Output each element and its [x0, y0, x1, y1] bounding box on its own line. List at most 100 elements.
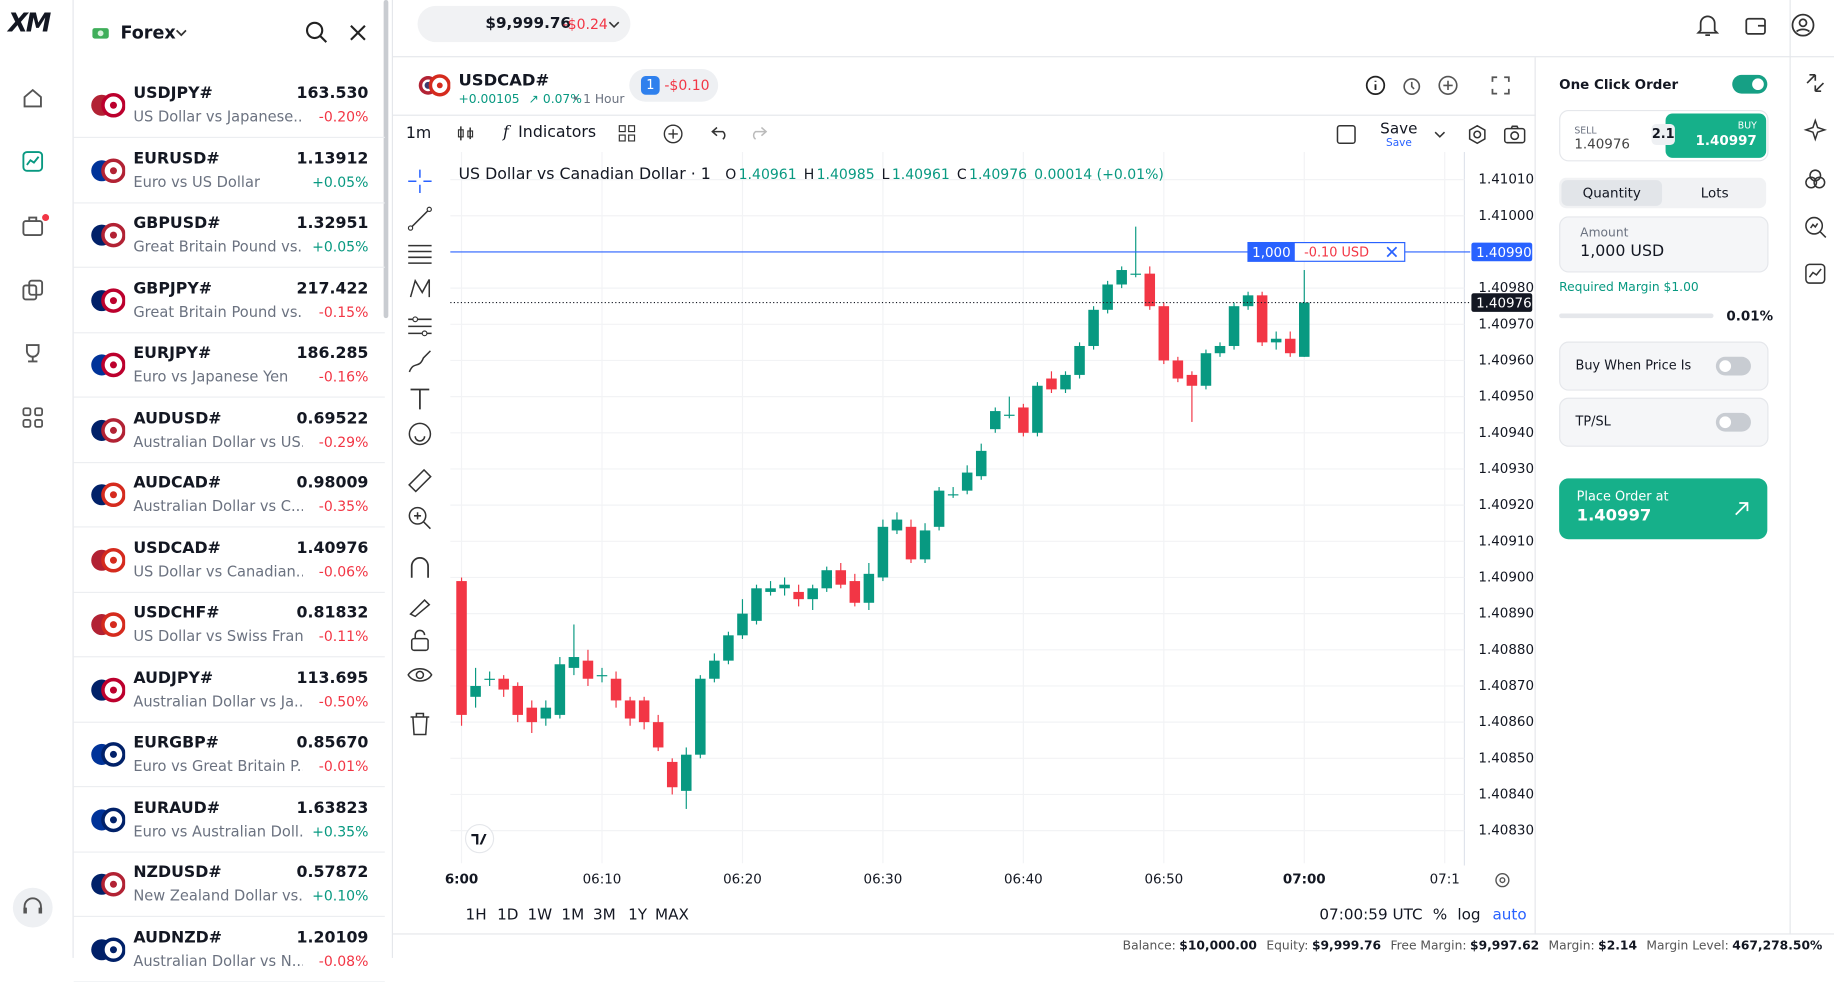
- price-chart[interactable]: 1.41010 1.41000 1.40980 1.40970 1.40960 1.409…: [394, 152, 1536, 936]
- compare-icon[interactable]: [663, 124, 683, 144]
- instrument-price: 1.32951: [296, 214, 369, 233]
- log-toggle[interactable]: log: [1457, 906, 1481, 925]
- instrument-row[interactable]: AUDJPY# Australian Dollar vs Ja... 113.695…: [73, 657, 385, 723]
- positions-pill[interactable]: 1 -$0.10: [629, 69, 719, 102]
- notifications-icon[interactable]: [1696, 13, 1720, 39]
- dropdown-icon[interactable]: [174, 26, 188, 40]
- range-button[interactable]: 1M: [561, 906, 585, 925]
- place-order-button[interactable]: Place Order at 1.40997: [1559, 478, 1768, 540]
- crosshair-tool[interactable]: [407, 168, 433, 194]
- profile-icon[interactable]: [1791, 13, 1816, 38]
- brush-tool[interactable]: [407, 349, 433, 375]
- range-button[interactable]: 1W: [527, 906, 553, 925]
- info-icon[interactable]: [1365, 75, 1386, 96]
- instrument-row[interactable]: GBPJPY# Great Britain Pound vs... 217.422 -…: [73, 267, 385, 333]
- instrument-row[interactable]: AUDUSD# Australian Dollar vs US... 0.69522…: [73, 397, 385, 463]
- apps-icon[interactable]: [21, 406, 44, 429]
- support-icon[interactable]: [12, 887, 54, 929]
- order-price-tag: [1471, 242, 1533, 262]
- app: XM Forex $9,999.76 -$0.24 USDCAD# +0.001…: [8, 0, 1834, 982]
- ai-icon[interactable]: [1803, 118, 1827, 142]
- delete-tool[interactable]: [407, 711, 433, 737]
- measure-tool[interactable]: [407, 468, 433, 494]
- balance-pill[interactable]: $9,999.76 -$0.24: [417, 5, 631, 43]
- chart-style-icon[interactable]: [456, 124, 475, 143]
- quantity-tab[interactable]: Quantity: [1561, 180, 1663, 206]
- text-tool[interactable]: [407, 386, 433, 412]
- zoom-tool[interactable]: [407, 505, 433, 531]
- legend-change: 0.00014 (+0.01%): [1034, 166, 1164, 183]
- layouts-icon[interactable]: [618, 124, 637, 143]
- instrument-row[interactable]: NZDUSD# New Zealand Dollar vs... 0.57872 +0…: [73, 851, 385, 917]
- tradingview-logo[interactable]: [464, 823, 495, 854]
- one-click-toggle[interactable]: [1732, 74, 1768, 94]
- interval-button[interactable]: 1m: [405, 123, 432, 143]
- axis-settings-icon[interactable]: [1494, 871, 1512, 889]
- trophy-icon[interactable]: [21, 342, 44, 365]
- portfolio-icon[interactable]: [21, 214, 50, 240]
- instrument-row[interactable]: GBPUSD# Great Britain Pound vs... 1.32951 +…: [73, 202, 385, 268]
- instrument-row[interactable]: EURUSD# Euro vs US Dollar 1.13912 +0.05%: [73, 137, 385, 203]
- buy-when-toggle[interactable]: [1715, 356, 1751, 376]
- sell-price[interactable]: 1.40976: [1574, 135, 1630, 153]
- save-button[interactable]: Save: [1380, 120, 1418, 139]
- redo-icon[interactable]: [750, 126, 768, 140]
- copy-icon[interactable]: [21, 278, 44, 301]
- flag-quote-dot: [109, 361, 117, 369]
- percent-toggle[interactable]: %: [1432, 906, 1448, 925]
- candle-body: [709, 660, 720, 679]
- flag-icon: [91, 677, 126, 702]
- arrow-icon: [1735, 502, 1749, 516]
- home-icon[interactable]: [21, 87, 44, 110]
- prediction-tool[interactable]: [407, 313, 433, 339]
- amount-input[interactable]: Amount 1,000 USD: [1559, 216, 1769, 273]
- auto-toggle[interactable]: auto: [1492, 906, 1527, 925]
- calc-icon[interactable]: [1804, 167, 1827, 190]
- tpsl-toggle[interactable]: [1715, 412, 1751, 432]
- magnet-tool[interactable]: [407, 554, 433, 580]
- instrument-row[interactable]: EURJPY# Euro vs Japanese Yen 186.285 -0.16%: [73, 332, 385, 398]
- instrument-row[interactable]: AUDNZD# Australian Dollar vs N... 1.20109 -…: [73, 916, 385, 982]
- emoji-tool[interactable]: [407, 421, 433, 447]
- lots-tab[interactable]: Lots: [1700, 184, 1729, 202]
- visibility-tool[interactable]: [407, 662, 433, 688]
- scrollbar[interactable]: [383, 0, 389, 319]
- pattern-tool[interactable]: [407, 276, 433, 302]
- search-icon[interactable]: [305, 21, 328, 44]
- add-icon[interactable]: [1437, 75, 1458, 96]
- instrument-row[interactable]: USDCAD# US Dollar vs Canadian... 1.40976 -0…: [73, 527, 385, 593]
- screenshot-icon[interactable]: [1503, 124, 1526, 145]
- range-button[interactable]: 1H: [465, 906, 487, 925]
- lock-drawing-tool[interactable]: [407, 592, 433, 618]
- range-button[interactable]: 1D: [497, 906, 519, 925]
- instrument-row[interactable]: EURGBP# Euro vs Great Britain P... 0.85670…: [73, 722, 385, 788]
- buy-button[interactable]: BUY 1.40997: [1665, 113, 1767, 158]
- chart-icon[interactable]: [21, 150, 44, 173]
- instrument-row[interactable]: EURAUD# Euro vs Australian Doll... 1.63823…: [73, 787, 385, 853]
- fullscreen-icon[interactable]: [1491, 76, 1510, 95]
- category-label[interactable]: Forex: [120, 22, 176, 44]
- wallet-icon[interactable]: [1744, 14, 1767, 37]
- dropdown-icon[interactable]: [1434, 129, 1446, 141]
- range-button[interactable]: MAX: [654, 906, 689, 925]
- trendline-tool[interactable]: [407, 206, 433, 232]
- close-icon[interactable]: [349, 23, 368, 42]
- trade-icon[interactable]: [1804, 71, 1827, 94]
- dropdown-icon[interactable]: [608, 19, 620, 31]
- range-button[interactable]: 3M: [593, 906, 616, 925]
- fib-tool[interactable]: [407, 241, 433, 267]
- instrument-row[interactable]: USDCHF# US Dollar vs Swiss Franc 0.81832 -0…: [73, 592, 385, 658]
- alert-icon[interactable]: [1401, 75, 1422, 96]
- y-tick-label: 1.40920: [1478, 498, 1534, 513]
- analysis-icon[interactable]: [1804, 215, 1827, 238]
- lock-tool[interactable]: [407, 627, 433, 653]
- undo-icon[interactable]: [711, 126, 729, 140]
- instrument-row[interactable]: USDJPY# US Dollar vs Japanese... 163.530 -0…: [73, 73, 385, 139]
- range-button[interactable]: 1Y: [628, 906, 648, 925]
- status-value: $2.14: [1598, 939, 1638, 954]
- settings-icon[interactable]: [1467, 124, 1488, 145]
- layout-icon[interactable]: [1336, 124, 1357, 145]
- indicators-button[interactable]: f Indicators: [502, 122, 597, 142]
- instrument-row[interactable]: AUDCAD# Australian Dollar vs C... 0.98009 -…: [73, 462, 385, 528]
- signals-icon[interactable]: [1804, 262, 1827, 285]
